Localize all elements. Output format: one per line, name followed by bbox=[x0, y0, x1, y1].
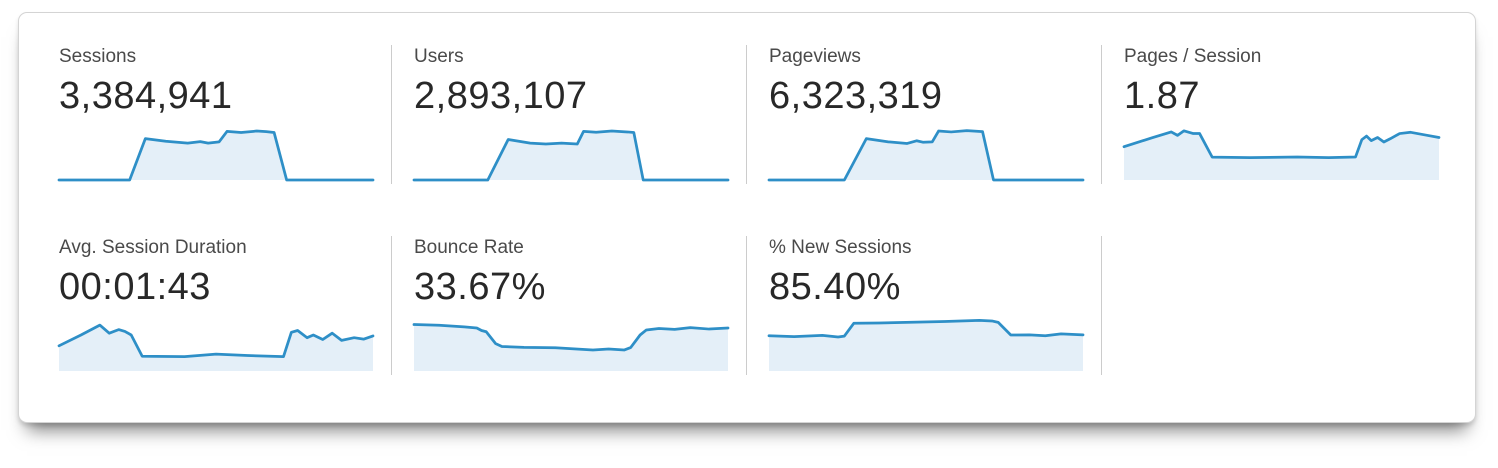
users-sparkline-chart bbox=[414, 126, 728, 180]
avg-session-duration-sparkline-chart bbox=[59, 317, 373, 371]
metric-card-pageviews[interactable]: Pageviews 6,323,319 bbox=[747, 45, 1102, 184]
metric-label: % New Sessions bbox=[769, 237, 912, 258]
metric-card-pages-per-session[interactable]: Pages / Session 1.87 bbox=[1102, 45, 1457, 184]
metric-label: Sessions bbox=[59, 46, 137, 67]
pages-per-session-sparkline-chart bbox=[1124, 126, 1439, 180]
metric-value: 85.40% bbox=[769, 266, 901, 308]
metric-label: Avg. Session Duration bbox=[59, 237, 247, 258]
metric-label: Users bbox=[414, 46, 464, 67]
metric-card-bounce-rate[interactable]: Bounce Rate 33.67% bbox=[392, 236, 747, 375]
sessions-sparkline-chart bbox=[59, 126, 373, 180]
empty-cell bbox=[1102, 236, 1457, 375]
metric-label: Pageviews bbox=[769, 46, 861, 67]
metrics-overview-card: Sessions 3,384,941 Users 2,893,107 Pagev… bbox=[18, 12, 1476, 423]
metric-value: 2,893,107 bbox=[414, 75, 588, 117]
percent-new-sessions-sparkline-chart bbox=[769, 317, 1083, 371]
metric-value: 33.67% bbox=[414, 266, 546, 308]
pageviews-sparkline-chart bbox=[769, 126, 1083, 180]
metric-label: Pages / Session bbox=[1124, 46, 1262, 67]
metric-card-percent-new-sessions[interactable]: % New Sessions 85.40% bbox=[747, 236, 1102, 375]
metric-label: Bounce Rate bbox=[414, 237, 524, 258]
metric-card-users[interactable]: Users 2,893,107 bbox=[392, 45, 747, 184]
metric-card-sessions[interactable]: Sessions 3,384,941 bbox=[37, 45, 392, 184]
metric-value: 00:01:43 bbox=[59, 266, 211, 308]
bounce-rate-sparkline-chart bbox=[414, 317, 728, 371]
metric-card-avg-session-duration[interactable]: Avg. Session Duration 00:01:43 bbox=[37, 236, 392, 375]
metric-value: 6,323,319 bbox=[769, 75, 943, 117]
metric-value: 1.87 bbox=[1124, 75, 1200, 117]
metric-value: 3,384,941 bbox=[59, 75, 233, 117]
metrics-grid: Sessions 3,384,941 Users 2,893,107 Pagev… bbox=[37, 45, 1457, 375]
